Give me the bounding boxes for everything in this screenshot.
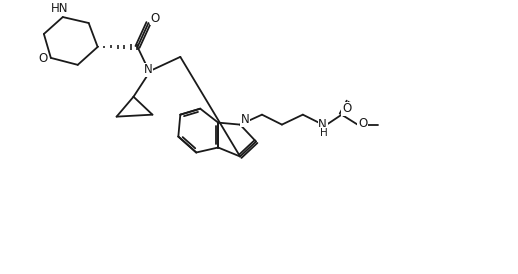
- Text: O: O: [358, 117, 367, 130]
- Text: N: N: [319, 118, 327, 131]
- Text: O: O: [342, 102, 351, 115]
- Text: H: H: [320, 128, 327, 138]
- Text: N: N: [241, 113, 250, 126]
- Text: N: N: [144, 63, 153, 76]
- Text: O: O: [38, 52, 48, 65]
- Text: O: O: [151, 12, 160, 25]
- Text: HN: HN: [51, 2, 68, 15]
